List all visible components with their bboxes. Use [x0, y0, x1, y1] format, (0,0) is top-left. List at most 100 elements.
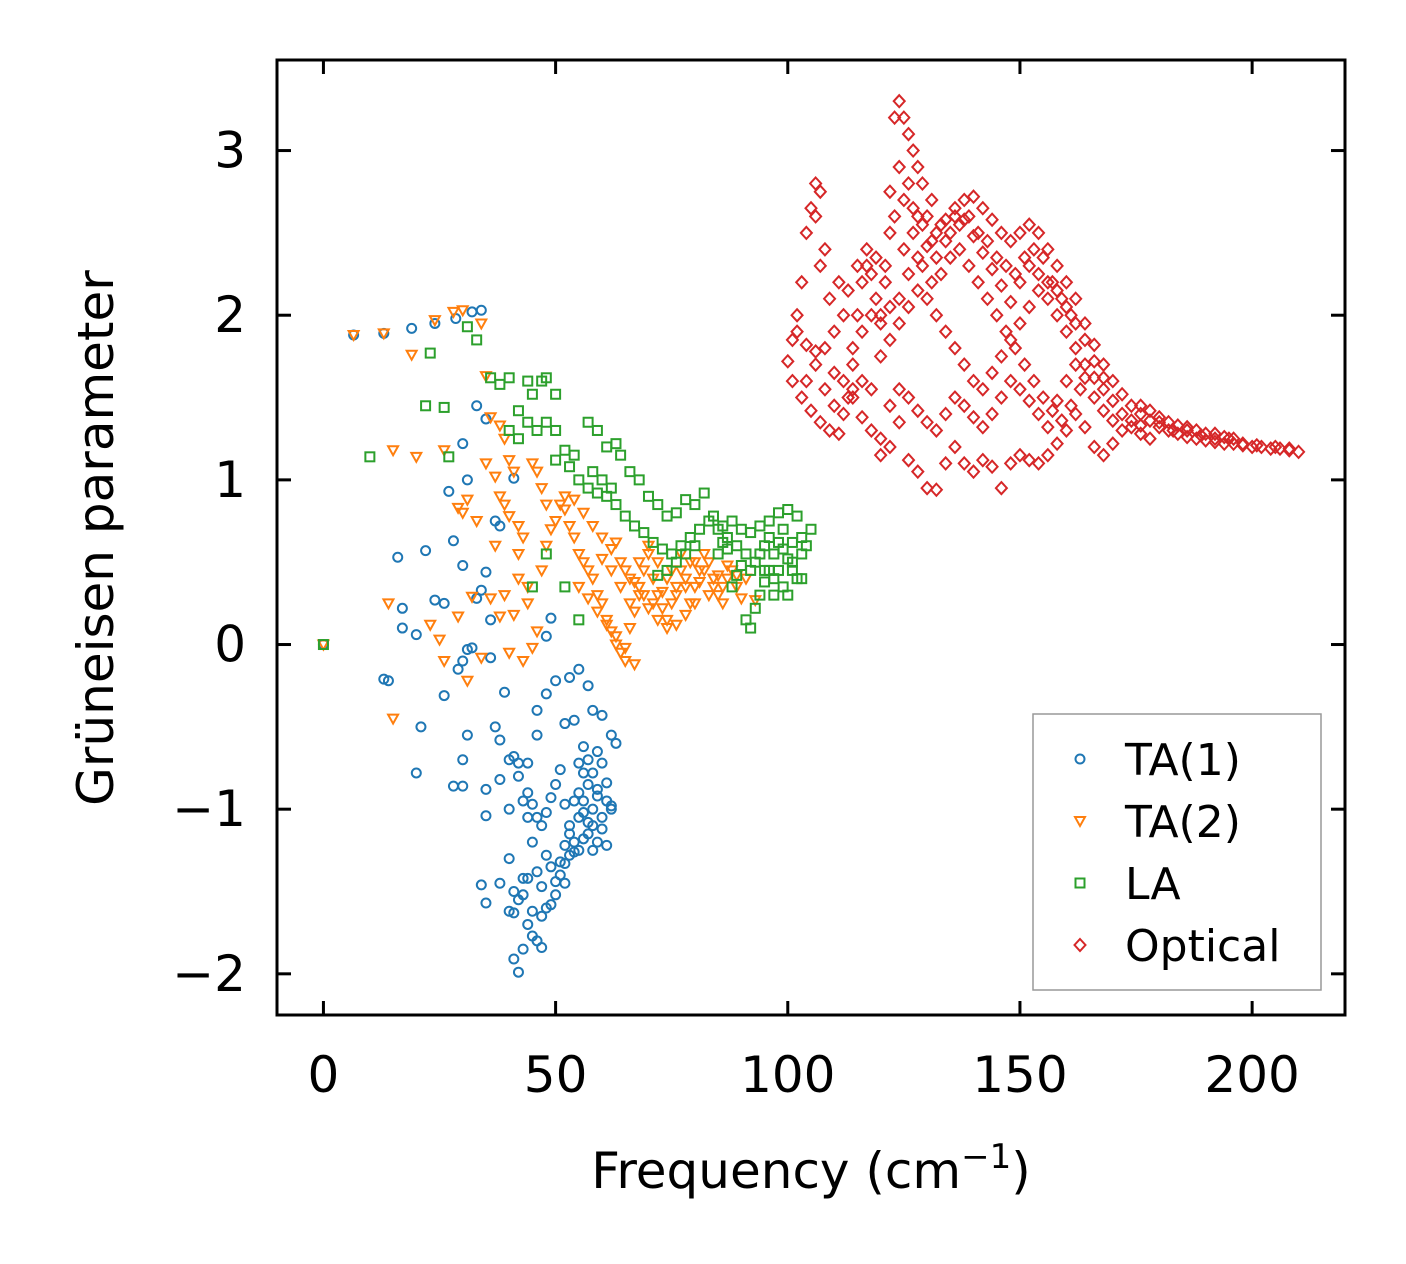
data-point [832, 274, 846, 290]
data-point [613, 581, 628, 594]
data-point [601, 839, 613, 851]
data-point [689, 540, 701, 552]
data-point [892, 159, 907, 175]
data-point [446, 306, 461, 319]
data-point [692, 576, 707, 590]
data-point [562, 520, 577, 534]
data-point [526, 388, 538, 400]
data-point [1268, 439, 1283, 455]
data-point [688, 581, 702, 594]
data-point [437, 445, 451, 458]
data-point [855, 324, 869, 340]
data-point [883, 332, 897, 348]
data-point [1087, 390, 1102, 406]
data-point [1064, 398, 1078, 414]
data-point [512, 770, 524, 782]
data-point [794, 390, 809, 406]
data-point [1068, 291, 1083, 307]
data-point [609, 537, 623, 550]
data-point [1282, 441, 1297, 457]
data-point [786, 536, 798, 548]
data-point [878, 274, 893, 290]
data-point [759, 576, 771, 588]
series-la [317, 321, 817, 651]
data-point [1249, 437, 1264, 453]
data-point [873, 447, 888, 463]
data-point [587, 844, 599, 856]
data-point [457, 780, 469, 792]
data-point [897, 192, 911, 208]
data-point [745, 527, 757, 539]
data-point [906, 200, 921, 216]
data-point [632, 581, 646, 594]
data-point [511, 548, 526, 562]
data-point [652, 569, 664, 581]
data-point [1017, 357, 1032, 373]
data-point [457, 438, 469, 450]
data-point [409, 451, 424, 464]
data-point [609, 631, 623, 644]
data-point [382, 675, 394, 687]
data-point [587, 704, 599, 716]
data-point [994, 390, 1009, 406]
data-point [855, 274, 869, 290]
data-point [1013, 315, 1027, 331]
data-point [494, 877, 506, 889]
data-point [540, 372, 552, 384]
x-axis-label-superscript: −1 [961, 1137, 1011, 1177]
data-point [975, 381, 990, 397]
data-point [493, 491, 507, 504]
data-point [1235, 436, 1250, 452]
data-point [845, 390, 860, 406]
data-point [1273, 441, 1287, 457]
data-point [596, 709, 608, 721]
series-optical [780, 93, 1306, 498]
data-point [915, 217, 930, 233]
data-point [559, 877, 571, 889]
data-point [1194, 427, 1208, 443]
data-point [651, 590, 665, 603]
data-point [610, 499, 622, 511]
data-point [550, 424, 562, 436]
x-axis-label: Frequency (cm−1) [591, 1137, 1031, 1200]
data-point [637, 590, 651, 603]
data-point [497, 499, 512, 512]
data-point [428, 315, 442, 328]
data-point [1022, 299, 1037, 315]
data-point [651, 614, 665, 627]
data-point [1027, 241, 1041, 257]
data-point [573, 474, 585, 486]
data-point [601, 795, 613, 807]
data-point [800, 540, 812, 552]
data-point [460, 675, 475, 688]
data-point [443, 485, 455, 497]
data-point [832, 426, 846, 442]
data-point [586, 573, 600, 586]
data-point [564, 820, 576, 832]
data-point [406, 322, 418, 334]
data-point [989, 250, 1004, 266]
data-point [924, 274, 939, 290]
data-point [623, 598, 637, 611]
data-point [790, 324, 804, 340]
data-point [494, 774, 506, 786]
data-point [897, 110, 911, 126]
data-point [531, 811, 543, 823]
data-point [596, 474, 608, 486]
data-point [1208, 426, 1222, 442]
data-point [957, 357, 972, 373]
data-point [1198, 426, 1213, 442]
data-point [572, 548, 586, 562]
data-point [845, 340, 860, 356]
data-point [587, 820, 599, 832]
data-point [502, 647, 516, 660]
legend-box [1032, 713, 1322, 991]
data-point [850, 307, 865, 323]
data-point [697, 565, 711, 578]
data-point [582, 416, 594, 428]
data-point [796, 573, 808, 585]
data-point [1105, 413, 1120, 429]
data-point [948, 200, 962, 216]
y-tick-label: 3 [214, 122, 246, 180]
data-point [536, 910, 548, 922]
